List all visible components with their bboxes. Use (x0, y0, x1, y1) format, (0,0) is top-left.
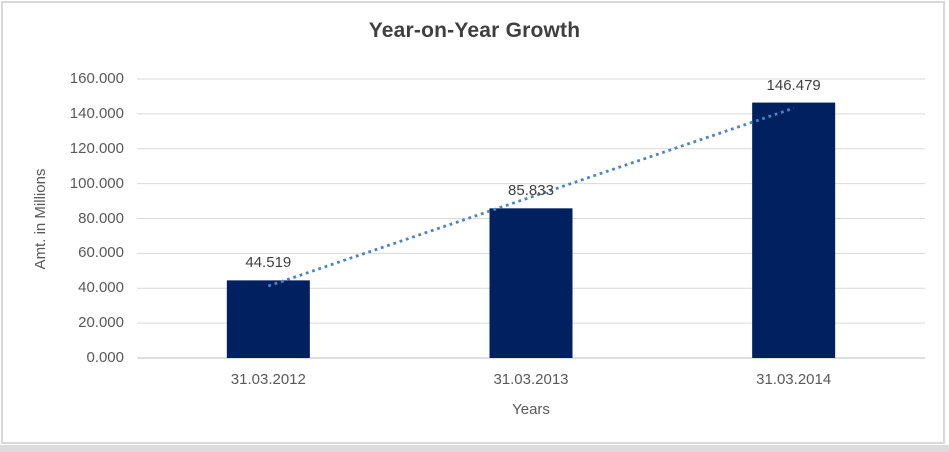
y-tick-label: 100.000 (69, 174, 124, 192)
outer-background-strip (0, 445, 949, 452)
data-label: 146.479 (766, 76, 821, 94)
x-category-label: 31.03.2014 (756, 371, 832, 388)
y-tick-label: 60.000 (78, 244, 124, 262)
x-category-label: 31.03.2013 (493, 371, 569, 388)
y-tick-label: 20.000 (78, 314, 124, 332)
x-category-label: 31.03.2012 (230, 371, 306, 388)
y-tick-label: 160.000 (69, 70, 124, 87)
y-tick-label: 0.000 (86, 349, 124, 366)
chart-title: Year-on-Year Growth (368, 19, 581, 42)
y-tick-label: 40.000 (78, 279, 124, 297)
data-label: 44.519 (245, 254, 292, 272)
y-tick-label: 80.000 (78, 209, 124, 227)
y-tick-label: 140.000 (69, 104, 124, 122)
data-label: 85.833 (508, 182, 554, 200)
x-axis-title: Years (512, 401, 550, 418)
y-tick-label: 120.000 (69, 139, 124, 157)
